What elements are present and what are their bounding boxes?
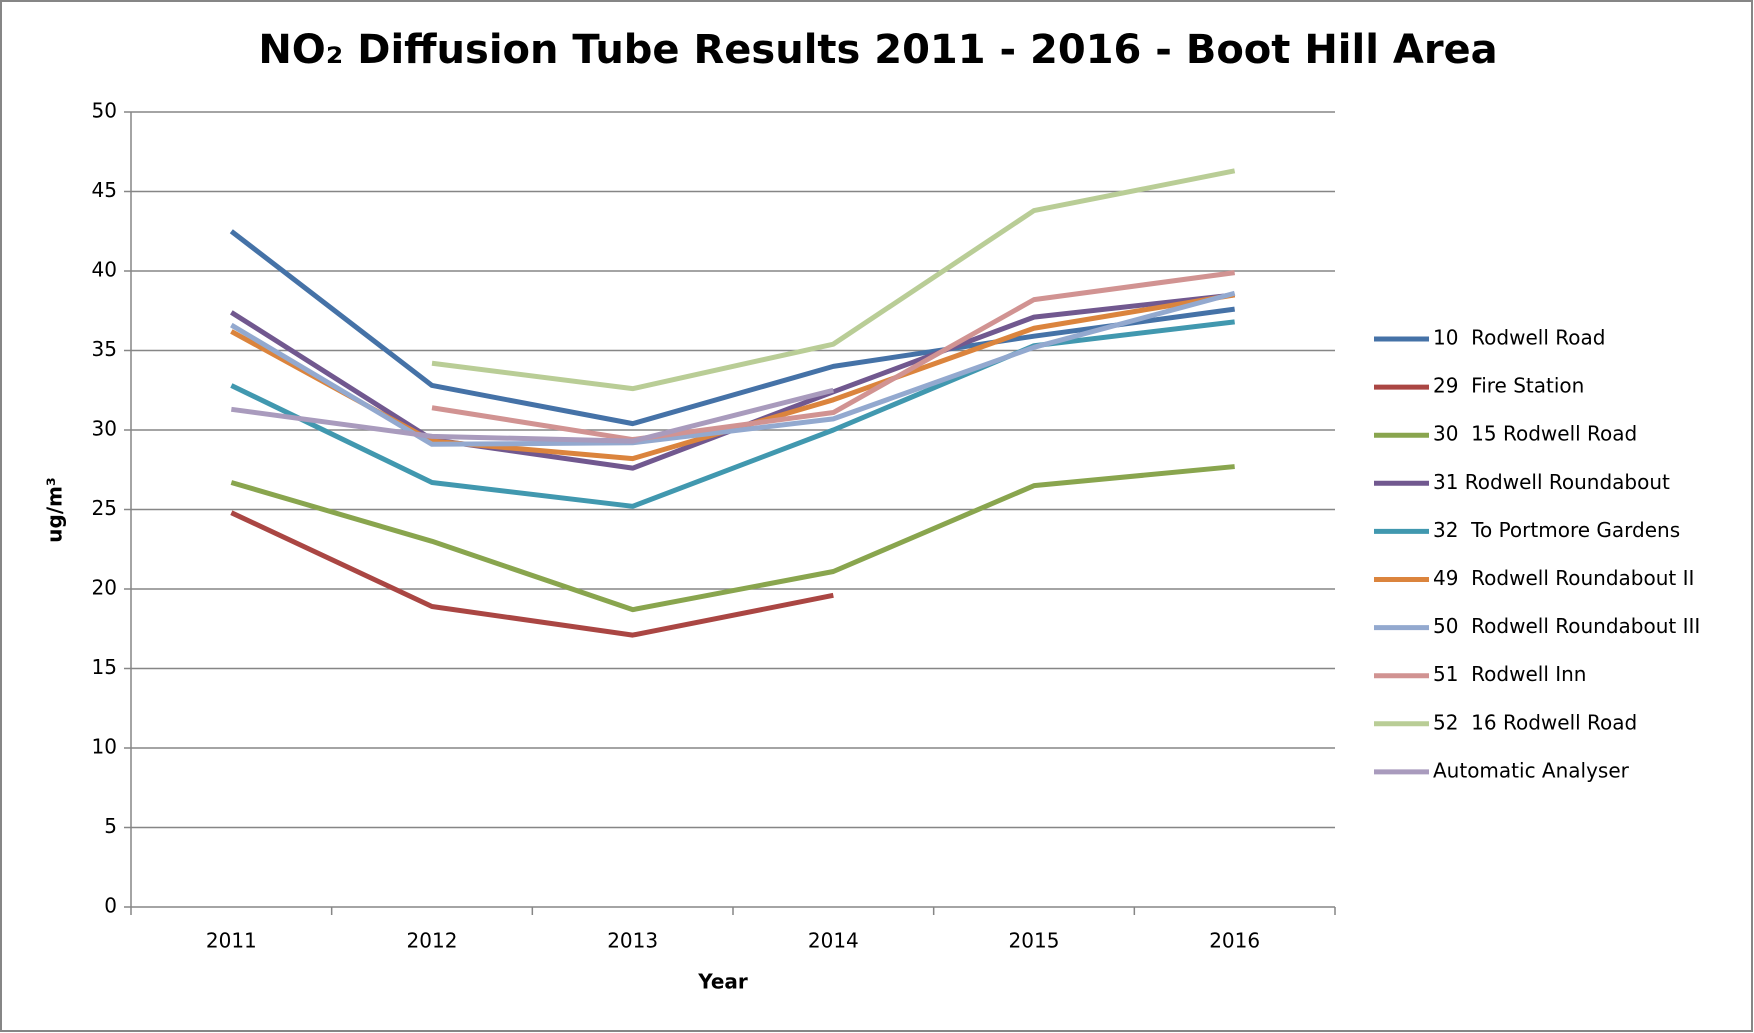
y-tick-label: 15 — [92, 655, 117, 679]
y-axis-label: ug/m³ — [43, 477, 67, 542]
x-tick-label: 2015 — [1009, 929, 1060, 953]
legend-label: 10 Rodwell Road — [1433, 326, 1605, 350]
legend-label: 30 15 Rodwell Road — [1433, 422, 1637, 446]
legend-label: 29 Fire Station — [1433, 374, 1584, 398]
legend-label: 31 Rodwell Roundabout — [1433, 470, 1670, 494]
series-line — [230, 387, 834, 444]
y-tick-label: 0 — [104, 894, 117, 918]
series-line — [230, 290, 1236, 447]
series-line — [431, 168, 1236, 392]
y-tick-label: 30 — [92, 417, 117, 441]
x-tick-label: 2016 — [1209, 929, 1260, 953]
x-tick-label: 2014 — [808, 929, 859, 953]
y-tick-label: 25 — [92, 496, 117, 520]
legend-label: 49 Rodwell Roundabout II — [1433, 566, 1694, 590]
series-line — [230, 464, 1235, 613]
series-line — [431, 270, 1236, 443]
legend-label: 32 To Portmore Gardens — [1433, 518, 1680, 542]
legend-label: 52 16 Rodwell Road — [1433, 710, 1637, 734]
x-axis-label: Year — [697, 970, 748, 994]
y-tick-label: 35 — [92, 337, 117, 361]
x-tick-label: 2011 — [206, 929, 257, 953]
y-tick-label: 40 — [92, 258, 117, 282]
series-line — [229, 229, 1236, 427]
legend-label: 51 Rodwell Inn — [1433, 662, 1586, 686]
series-line — [230, 510, 834, 638]
y-tick-label: 20 — [92, 576, 117, 600]
y-tick-label: 5 — [104, 814, 117, 838]
y-tick-label: 10 — [92, 735, 117, 759]
legend-label: 50 Rodwell Roundabout III — [1433, 614, 1700, 638]
legend-label: Automatic Analyser — [1433, 758, 1630, 782]
x-tick-label: 2012 — [407, 929, 458, 953]
y-tick-label: 45 — [92, 178, 117, 202]
x-tick-label: 2013 — [607, 929, 658, 953]
chart-title: NO₂ Diffusion Tube Results 2011 - 2016 -… — [258, 27, 1497, 73]
series-line — [230, 319, 1235, 509]
y-tick-label: 50 — [92, 99, 117, 123]
